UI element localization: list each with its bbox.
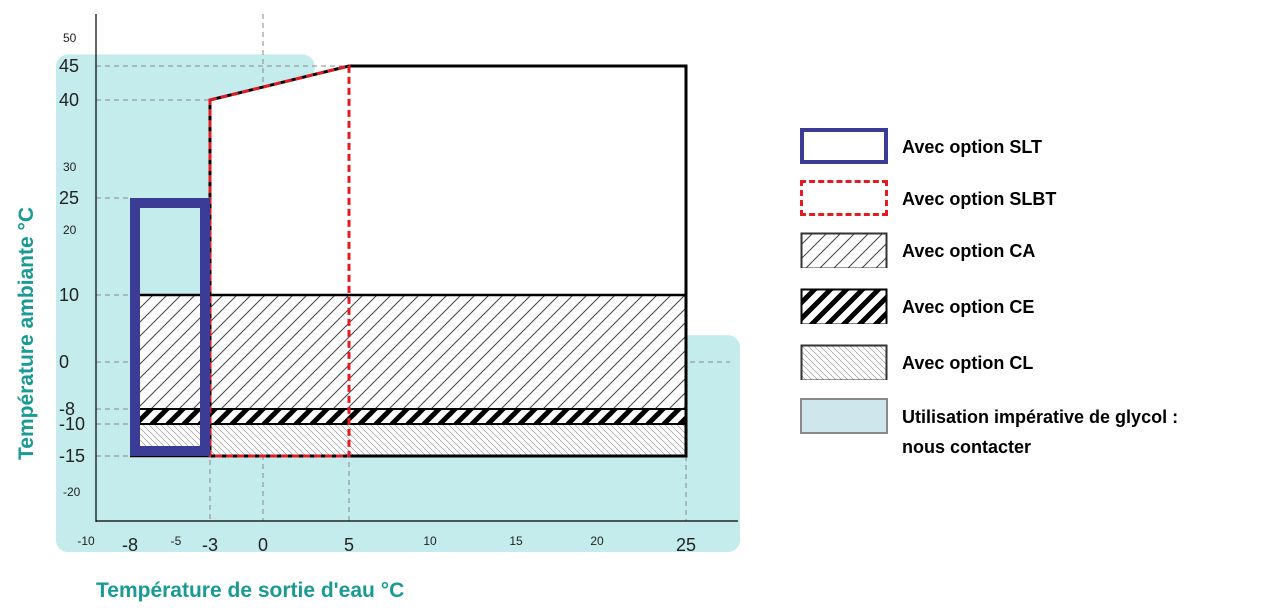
legend-swatch-glycol [800, 398, 888, 434]
y-tick-label: 20 [63, 223, 77, 237]
x-tick-label: -5 [171, 534, 182, 548]
hatch-bands [130, 66, 686, 456]
legend-swatch-slbt [800, 180, 888, 216]
y-tick-label: 40 [59, 90, 79, 110]
legend-label-ce: Avec option CE [902, 297, 1035, 317]
x-tick-label: 20 [590, 534, 604, 548]
y-tick-label: -10 [59, 414, 85, 434]
legend-label-glycol-2: nous contacter [902, 437, 1032, 457]
legend-swatch-slt [800, 128, 888, 164]
legend-swatch-ce [800, 288, 888, 324]
y-tick-label: -15 [59, 446, 85, 466]
band-ce [130, 409, 686, 424]
band-ca [130, 295, 686, 409]
legend-swatch-ca [800, 232, 888, 268]
axes [95, 14, 738, 522]
y-tick-label: 25 [59, 188, 79, 208]
legend-label-slbt: Avec option SLBT [902, 189, 1057, 209]
legend-label-cl: Avec option CL [902, 353, 1034, 373]
region-slbt-outline [208, 64, 351, 458]
y-tick-label: 30 [63, 160, 77, 174]
x-tick-label: 10 [423, 534, 437, 548]
legend-label-slt: Avec option SLT [902, 137, 1043, 157]
region-slt-fill [210, 66, 686, 295]
y-tick-label: -8 [59, 399, 75, 419]
x-tick-label: 25 [676, 535, 696, 555]
region-outlines [130, 64, 688, 458]
legend-label-ca: Avec option CA [902, 241, 1036, 261]
y-tick-label: 50 [63, 31, 77, 45]
band-cl [130, 424, 686, 456]
region-slt-blue-outline [130, 198, 210, 456]
x-tick-label: -8 [122, 535, 138, 555]
legend-label-glycol: Utilisation impérative de glycol : [902, 407, 1179, 427]
y-tick-label: -20 [63, 485, 81, 499]
y-axis-title: Température ambiante °C [15, 207, 38, 460]
x-tick-label: -10 [77, 534, 95, 548]
legend-swatch-cl [800, 344, 888, 380]
y-tick-label: 45 [59, 56, 79, 76]
x-tick-label: 15 [509, 534, 523, 548]
x-tick-label: -3 [202, 535, 218, 555]
y-tick-label: 10 [59, 285, 79, 305]
x-tick-label: 0 [258, 535, 268, 555]
x-tick-label: 5 [344, 535, 354, 555]
y-tick-label: 0 [59, 352, 69, 372]
x-axis-title: Température de sortie d'eau °C [96, 579, 404, 602]
